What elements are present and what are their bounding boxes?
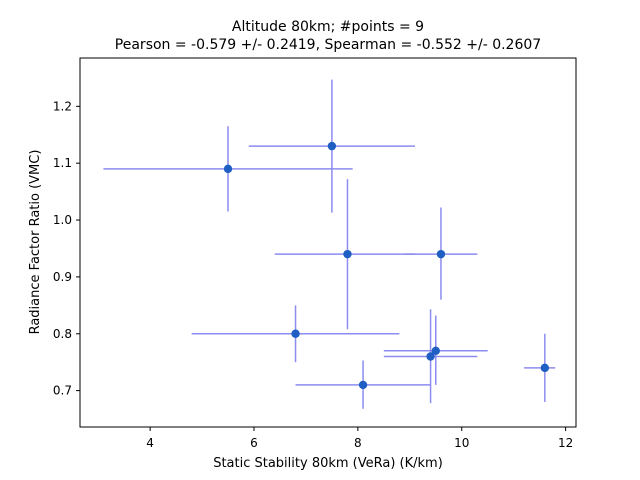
- data-point: [291, 329, 300, 338]
- y-tick-label: 0.7: [53, 384, 72, 398]
- y-axis-ticks: 0.7 0.8 0.9 1.0 1.1 1.2: [53, 99, 80, 398]
- plot-frame: [79, 57, 577, 428]
- data-point: [540, 363, 550, 373]
- chart-title-line1: Altitude 80km; #points = 9: [232, 19, 424, 35]
- y-tick-label: 1.2: [53, 99, 72, 113]
- error-bars: [103, 79, 556, 409]
- data-point: [426, 352, 435, 361]
- data-point: [358, 380, 368, 390]
- data-point: [431, 346, 440, 356]
- x-axis-label: Static Stability 80km (VeRa) (K/km): [213, 456, 443, 471]
- y-tick-label: 0.8: [53, 327, 72, 341]
- y-tick-label: 0.9: [53, 270, 72, 284]
- x-tick-label: 8: [354, 436, 362, 450]
- x-tick-label: 6: [250, 436, 258, 450]
- x-tick-label: 10: [454, 436, 469, 450]
- x-tick-label: 4: [146, 436, 154, 450]
- y-axis-label: Radiance Factor Ratio (VMC): [28, 150, 43, 335]
- data-point: [343, 249, 352, 259]
- x-axis-ticks: 4 6 8 10 12: [146, 427, 573, 450]
- data-point: [436, 249, 446, 259]
- data-point: [223, 164, 233, 174]
- y-tick-label: 1.0: [53, 213, 72, 227]
- data-point: [327, 141, 337, 151]
- y-tick-label: 1.1: [53, 156, 72, 170]
- chart-title-line2: Pearson = -0.579 +/- 0.2419, Spearman = …: [115, 37, 541, 53]
- x-tick-label: 12: [558, 436, 573, 450]
- data-points: [223, 141, 550, 390]
